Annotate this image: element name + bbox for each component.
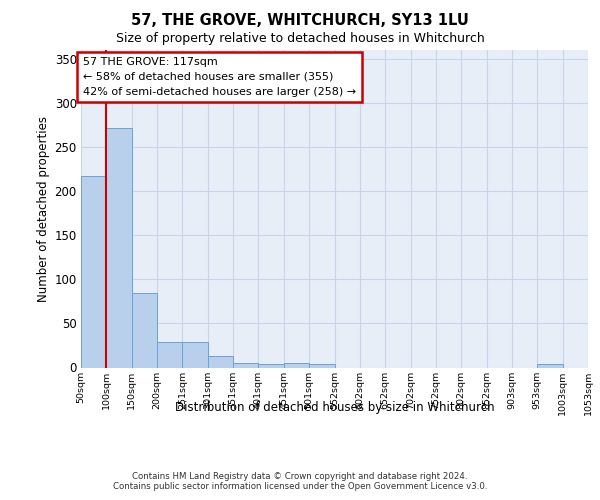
Bar <box>233 363 259 368</box>
Bar <box>182 342 208 367</box>
Text: Size of property relative to detached houses in Whitchurch: Size of property relative to detached ho… <box>116 32 484 45</box>
Bar <box>538 364 563 368</box>
Bar <box>81 176 106 368</box>
Bar <box>259 364 284 368</box>
Text: Distribution of detached houses by size in Whitchurch: Distribution of detached houses by size … <box>175 401 494 414</box>
Bar <box>284 363 309 368</box>
Bar <box>208 356 233 368</box>
Text: Contains HM Land Registry data © Crown copyright and database right 2024.
Contai: Contains HM Land Registry data © Crown c… <box>113 472 487 491</box>
Text: 57, THE GROVE, WHITCHURCH, SY13 1LU: 57, THE GROVE, WHITCHURCH, SY13 1LU <box>131 13 469 28</box>
Bar <box>132 294 157 368</box>
Text: 57 THE GROVE: 117sqm
← 58% of detached houses are smaller (355)
42% of semi-deta: 57 THE GROVE: 117sqm ← 58% of detached h… <box>83 57 356 96</box>
Bar <box>157 342 182 367</box>
Bar <box>106 128 132 368</box>
Y-axis label: Number of detached properties: Number of detached properties <box>37 116 50 302</box>
Bar <box>309 364 335 368</box>
